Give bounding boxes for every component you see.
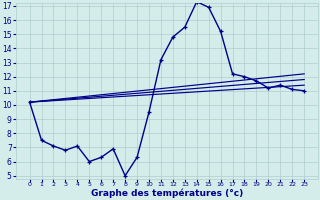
X-axis label: Graphe des températures (°c): Graphe des températures (°c) <box>91 188 243 198</box>
